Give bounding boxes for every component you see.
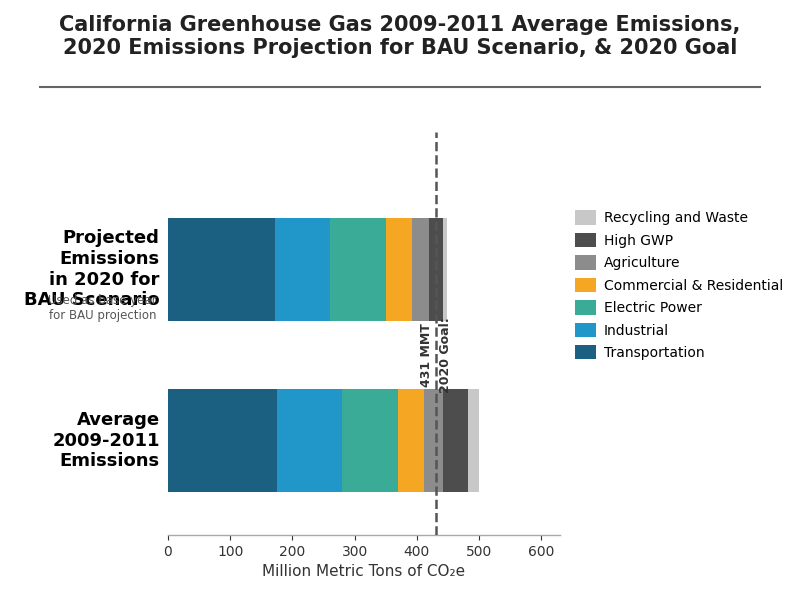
Bar — [398, 389, 424, 492]
Bar — [342, 389, 398, 492]
Bar — [168, 389, 277, 492]
Bar — [443, 218, 446, 321]
Text: 431 MMT: 431 MMT — [420, 323, 433, 387]
Bar — [168, 218, 275, 321]
X-axis label: Million Metric Tons of CO₂e: Million Metric Tons of CO₂e — [262, 564, 466, 579]
Bar — [430, 218, 443, 321]
Bar — [443, 389, 468, 492]
Bar — [386, 218, 412, 321]
Bar — [277, 389, 342, 492]
Bar — [275, 218, 330, 321]
Text: 2020 Goal:: 2020 Goal: — [439, 317, 452, 393]
Bar — [424, 389, 443, 492]
Legend: Recycling and Waste, High GWP, Agriculture, Commercial & Residential, Electric P: Recycling and Waste, High GWP, Agricultu… — [574, 210, 783, 360]
Bar — [412, 218, 430, 321]
Text: Used as base year
for BAU projection: Used as base year for BAU projection — [48, 294, 157, 322]
Bar — [330, 218, 386, 321]
Text: California Greenhouse Gas 2009-2011 Average Emissions,
2020 Emissions Projection: California Greenhouse Gas 2009-2011 Aver… — [59, 15, 741, 58]
Bar — [468, 389, 479, 492]
